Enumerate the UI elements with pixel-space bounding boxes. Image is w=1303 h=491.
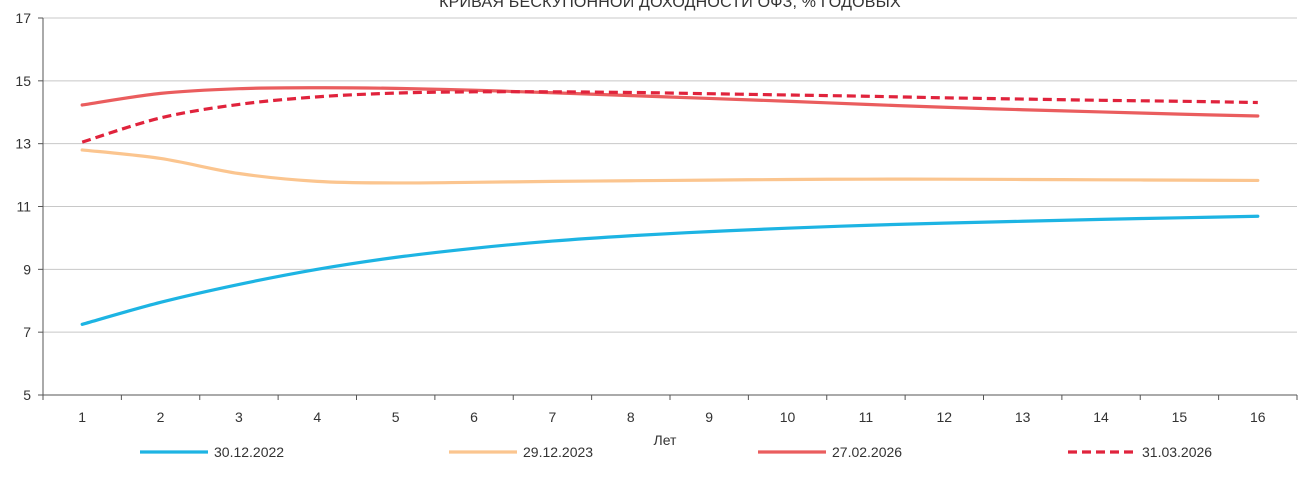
x-tick-label-10: 10 — [780, 409, 796, 425]
legend-label-3: 27.02.2026 — [832, 444, 902, 460]
legend-label-2: 29.12.2023 — [523, 444, 593, 460]
legend-label-1: 30.12.2022 — [214, 444, 284, 460]
x-tick-label-6: 6 — [470, 409, 478, 425]
x-tick-label-8: 8 — [627, 409, 635, 425]
gridlines — [43, 17, 1297, 333]
y-tick-label-13: 13 — [15, 136, 31, 152]
y-tick-label-17: 17 — [15, 10, 31, 26]
x-tick-label-5: 5 — [392, 409, 400, 425]
x-tick-label-14: 14 — [1093, 409, 1109, 425]
x-axis-title: Лет — [654, 432, 678, 448]
y-tick-label-15: 15 — [15, 73, 31, 89]
x-tick-label-16: 16 — [1250, 409, 1266, 425]
chart-title: КРИВАЯ БЕСКУПОННОЙ ДОХОДНОСТИ ОФЗ, % ГОД… — [439, 0, 901, 11]
x-tick-label-7: 7 — [549, 409, 557, 425]
y-tick-label-5: 5 — [23, 387, 31, 403]
axes — [38, 17, 1298, 400]
x-tick-label-2: 2 — [157, 409, 165, 425]
legend-label-4: 31.03.2026 — [1142, 444, 1212, 460]
x-tick-label-3: 3 — [235, 409, 243, 425]
legend: 30.12.2022 29.12.2023 27.02.2026 31.03.2026 — [140, 444, 1212, 460]
y-tick-label-9: 9 — [23, 261, 31, 277]
x-tick-label-15: 15 — [1172, 409, 1188, 425]
series-line-1 — [80, 214, 1260, 326]
x-tick-label-11: 11 — [859, 409, 874, 425]
y-tick-label-11: 11 — [16, 199, 31, 215]
series-line-2 — [80, 148, 1260, 185]
series-lines — [80, 86, 1260, 326]
series-line-3 — [80, 86, 1260, 118]
series-line-4 — [81, 90, 1258, 144]
y-tick-label-7: 7 — [23, 324, 31, 340]
x-tick-label-4: 4 — [313, 409, 321, 425]
x-tick-label-1: 1 — [78, 409, 86, 425]
x-tick-label-13: 13 — [1015, 409, 1031, 425]
x-tick-label-9: 9 — [705, 409, 713, 425]
x-tick-label-12: 12 — [937, 409, 953, 425]
